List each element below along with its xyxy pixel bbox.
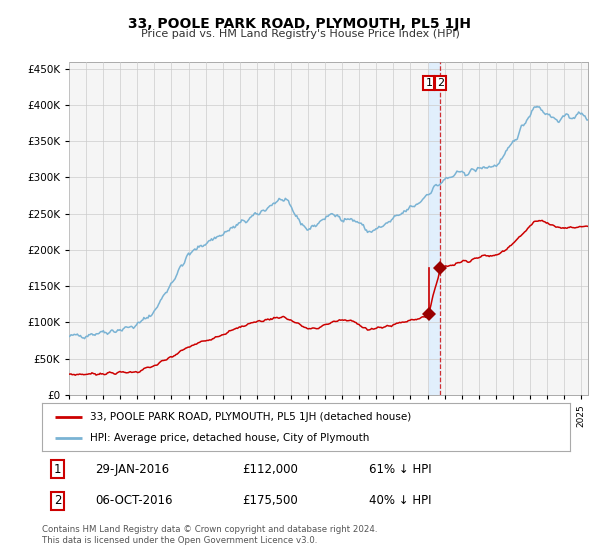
Text: 2: 2 xyxy=(437,78,444,88)
Text: Price paid vs. HM Land Registry's House Price Index (HPI): Price paid vs. HM Land Registry's House … xyxy=(140,29,460,39)
Text: £175,500: £175,500 xyxy=(242,494,298,507)
Text: HPI: Average price, detached house, City of Plymouth: HPI: Average price, detached house, City… xyxy=(89,433,369,443)
Text: 33, POOLE PARK ROAD, PLYMOUTH, PL5 1JH (detached house): 33, POOLE PARK ROAD, PLYMOUTH, PL5 1JH (… xyxy=(89,412,411,422)
Text: 29-JAN-2016: 29-JAN-2016 xyxy=(95,463,169,475)
Text: 61% ↓ HPI: 61% ↓ HPI xyxy=(370,463,432,475)
Text: 2: 2 xyxy=(54,494,62,507)
Text: 1: 1 xyxy=(54,463,62,475)
Bar xyxy=(429,62,440,395)
Text: 06-OCT-2016: 06-OCT-2016 xyxy=(95,494,172,507)
Text: £112,000: £112,000 xyxy=(242,463,299,475)
Text: 33, POOLE PARK ROAD, PLYMOUTH, PL5 1JH: 33, POOLE PARK ROAD, PLYMOUTH, PL5 1JH xyxy=(128,17,472,31)
Text: 40% ↓ HPI: 40% ↓ HPI xyxy=(370,494,432,507)
Text: 1: 1 xyxy=(425,78,433,88)
Text: Contains HM Land Registry data © Crown copyright and database right 2024.
This d: Contains HM Land Registry data © Crown c… xyxy=(42,525,377,545)
